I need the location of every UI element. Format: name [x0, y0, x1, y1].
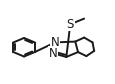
Text: S: S [66, 18, 73, 31]
Text: N: N [50, 36, 59, 49]
Text: N: N [48, 47, 57, 60]
